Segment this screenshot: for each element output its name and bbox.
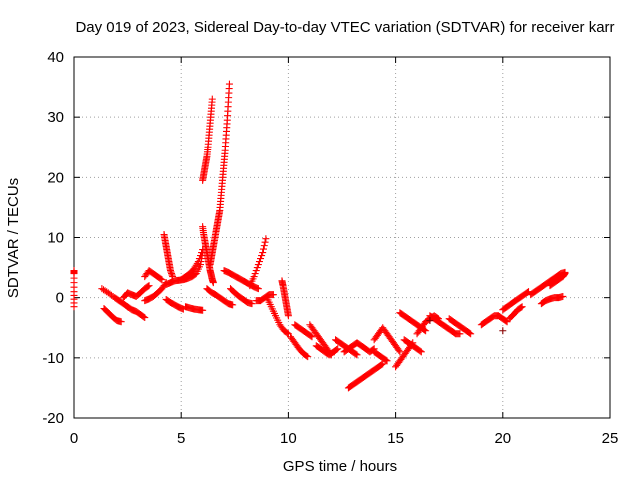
data-point	[117, 318, 125, 326]
data-point	[251, 270, 259, 278]
data-point	[141, 314, 149, 322]
data-point	[195, 255, 203, 263]
data-point	[416, 347, 424, 355]
axis-ticks: 0 5 10 15 20 25 -20 -10 0 10 20 30 40	[42, 49, 618, 447]
data-point	[260, 242, 268, 250]
data-point	[196, 252, 204, 260]
data-point	[229, 301, 237, 309]
data-point	[144, 282, 152, 290]
data-point	[257, 255, 265, 263]
data-point	[559, 292, 567, 300]
data-point	[209, 279, 217, 287]
data-point	[158, 276, 166, 284]
data-point	[352, 350, 360, 358]
data-point	[561, 270, 569, 278]
data-point	[307, 332, 315, 340]
data-point	[284, 312, 292, 320]
x-tick-label: 25	[602, 430, 619, 447]
data-point	[383, 357, 391, 365]
data-point	[254, 261, 262, 269]
data-point	[395, 346, 403, 354]
grid	[74, 57, 610, 418]
data-point	[303, 352, 311, 360]
data-point	[517, 303, 525, 311]
x-tick-label: 5	[177, 430, 185, 447]
data-point	[261, 238, 269, 246]
y-tick-label: 30	[47, 109, 64, 126]
data-point	[334, 345, 342, 353]
data-point	[304, 353, 312, 361]
data-point	[262, 235, 270, 243]
data-point	[208, 95, 216, 103]
data-point	[426, 317, 434, 325]
data-point	[382, 356, 390, 364]
data-point	[253, 264, 261, 272]
data-point	[255, 258, 263, 266]
x-axis-label: GPS time / hours	[283, 458, 397, 475]
x-tick-label: 15	[387, 430, 404, 447]
data-point	[157, 275, 165, 283]
y-axis-label: SDTVAR / TECUs	[5, 178, 22, 298]
data-point	[499, 327, 507, 335]
data-point	[225, 80, 233, 88]
data-point	[467, 330, 475, 338]
data-point	[252, 267, 260, 275]
data-point	[456, 330, 464, 338]
chart-title: Day 019 of 2023, Sidereal Day-to-day VTE…	[75, 19, 614, 36]
data-point	[518, 303, 526, 311]
y-tick-label: 10	[47, 230, 64, 247]
data-point	[396, 348, 404, 356]
data-point	[70, 303, 78, 311]
y-tick-label: -20	[42, 410, 64, 427]
data-point	[248, 300, 256, 308]
data-point	[283, 329, 291, 337]
data-point	[250, 273, 258, 281]
data-point	[417, 348, 425, 356]
data-point	[199, 306, 207, 314]
data-point	[194, 258, 202, 266]
data-point	[333, 346, 341, 354]
x-tick-label: 10	[280, 430, 297, 447]
data-point	[422, 327, 430, 335]
data-point	[379, 360, 387, 368]
data-point	[259, 249, 267, 257]
data-point	[254, 285, 262, 293]
data-point	[258, 252, 266, 260]
data-point	[145, 282, 153, 290]
data-point	[259, 245, 267, 253]
data-point	[353, 351, 361, 359]
data-point	[466, 329, 474, 337]
x-tick-label: 0	[70, 430, 78, 447]
data-point	[378, 361, 386, 369]
data-points	[70, 80, 569, 392]
y-tick-label: 20	[47, 169, 64, 186]
data-point	[269, 291, 277, 299]
x-tick-label: 20	[494, 430, 511, 447]
y-tick-label: 40	[47, 49, 64, 66]
y-tick-label: 0	[56, 290, 64, 307]
y-tick-label: -10	[42, 350, 64, 367]
data-point	[308, 333, 316, 341]
data-point	[140, 313, 148, 321]
